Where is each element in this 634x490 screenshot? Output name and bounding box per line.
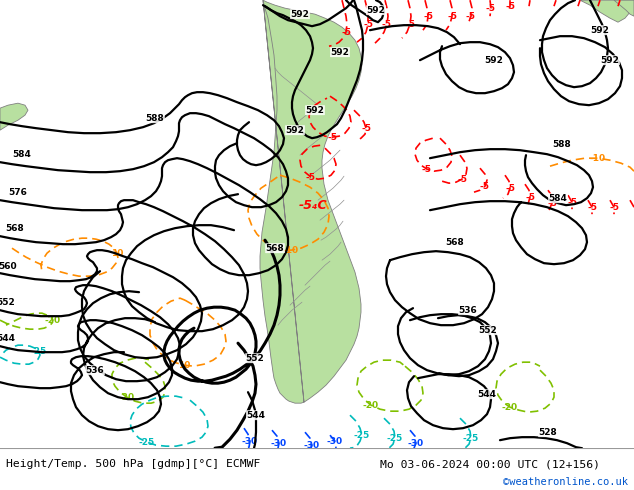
Text: -20: -20 (45, 316, 61, 325)
Text: -30: -30 (327, 437, 343, 446)
Text: -5: -5 (447, 12, 457, 21)
Text: -5₄C: -5₄C (299, 198, 327, 212)
Polygon shape (580, 0, 634, 22)
Text: 592: 592 (600, 56, 619, 65)
Text: 576: 576 (9, 188, 27, 196)
Text: 568: 568 (266, 244, 285, 253)
Text: -5: -5 (567, 197, 577, 207)
Text: -5: -5 (423, 12, 433, 21)
Text: -5: -5 (457, 174, 467, 184)
Text: -25: -25 (463, 434, 479, 442)
Text: 544: 544 (477, 390, 496, 399)
Text: 592: 592 (590, 25, 609, 35)
Text: 568: 568 (446, 238, 464, 246)
Text: 592: 592 (484, 56, 503, 65)
Text: -5: -5 (341, 27, 351, 37)
Text: 10: 10 (111, 248, 123, 258)
Text: -5: -5 (363, 20, 373, 29)
Text: Mo 03-06-2024 00:00 UTC (12+156): Mo 03-06-2024 00:00 UTC (12+156) (380, 459, 600, 469)
Text: Height/Temp. 500 hPa [gdmp][°C] ECMWF: Height/Temp. 500 hPa [gdmp][°C] ECMWF (6, 459, 261, 469)
Text: 588: 588 (146, 114, 164, 122)
Text: 588: 588 (553, 140, 571, 148)
Text: 536: 536 (458, 306, 477, 315)
Text: -5: -5 (480, 182, 490, 191)
Text: -5: -5 (505, 1, 515, 11)
Text: 592: 592 (290, 10, 309, 19)
Polygon shape (614, 0, 634, 16)
Text: 584: 584 (13, 149, 32, 159)
Text: -25: -25 (31, 347, 47, 356)
Text: -5: -5 (422, 165, 432, 173)
Polygon shape (0, 103, 28, 130)
Text: ©weatheronline.co.uk: ©weatheronline.co.uk (503, 477, 628, 487)
Text: 528: 528 (539, 428, 557, 437)
Polygon shape (260, 0, 362, 403)
Text: 592: 592 (306, 106, 325, 115)
Text: 10: 10 (178, 361, 190, 369)
Text: -20: -20 (119, 392, 135, 402)
Text: 552: 552 (479, 326, 498, 335)
Text: 560: 560 (0, 262, 17, 270)
Text: -5: -5 (361, 123, 371, 133)
Text: -5: -5 (405, 20, 415, 29)
Text: -5: -5 (525, 193, 535, 202)
Text: 592: 592 (330, 48, 349, 57)
Text: -5: -5 (505, 184, 515, 193)
Text: -10: -10 (590, 154, 606, 163)
Text: -30: -30 (271, 439, 287, 448)
Text: -30: -30 (408, 439, 424, 448)
Text: -5: -5 (609, 203, 619, 212)
Text: -25: -25 (139, 438, 155, 447)
Text: 544: 544 (0, 334, 15, 343)
Text: -5: -5 (547, 198, 557, 208)
Text: -5: -5 (466, 12, 476, 21)
Text: 568: 568 (6, 223, 24, 233)
Text: -10: -10 (283, 245, 299, 255)
Text: -25: -25 (354, 431, 370, 440)
Text: -25: -25 (387, 434, 403, 442)
Text: 552: 552 (0, 297, 15, 307)
Text: 592: 592 (285, 125, 304, 135)
Text: -5: -5 (587, 203, 597, 212)
Text: -20: -20 (502, 403, 518, 412)
Text: -5: -5 (306, 172, 316, 182)
Text: -30: -30 (304, 441, 320, 450)
Text: -5: -5 (382, 20, 392, 29)
Text: -5: -5 (486, 4, 496, 13)
Text: 552: 552 (245, 354, 264, 363)
Text: -30: -30 (242, 437, 258, 446)
Text: 544: 544 (247, 411, 266, 419)
Text: 592: 592 (366, 6, 385, 15)
Text: 536: 536 (86, 366, 105, 375)
Text: 584: 584 (548, 194, 567, 203)
Text: -5: -5 (327, 133, 337, 142)
Text: -20: -20 (363, 401, 379, 410)
